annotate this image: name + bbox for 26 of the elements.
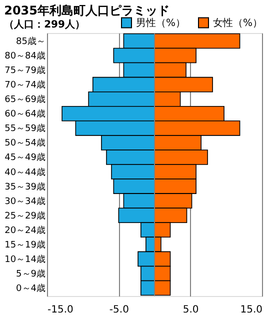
y-tick-label: 30～34歳 [4,196,46,207]
y-tick-label: 50～54歳 [4,138,46,149]
y-tick-label: 80～84歳 [4,50,46,62]
y-tick-label: 20～24歳 [4,224,46,236]
y-tick-label: 60～64歳 [4,108,46,120]
x-tick-label: -15.0 [48,304,74,316]
y-tick-label: 75～79歳 [4,65,46,76]
y-tick-label: 40～44歳 [4,166,46,178]
x-tick-label: 15.0 [240,304,262,316]
legend-label: 男性（%） [136,16,186,29]
y-tick-label: 70～74歳 [4,80,46,91]
y-tick-label: 55～59歳 [4,123,46,134]
legend-label: 女性（%） [213,16,263,29]
y-tick-label: 15～19歳 [4,239,46,250]
y-tick-label: 65～69歳 [4,94,46,106]
y-tick-label: 10～14歳 [4,254,46,265]
y-tick-label: 5～9歳 [16,268,46,280]
x-tick-label: -5.0 [109,304,129,316]
y-tick-label: 45～49歳 [4,152,46,164]
y-tick-label: 25～29歳 [4,210,46,222]
chart-title: 2035年利島町人口ピラミッド [4,4,170,18]
x-tick-label: 5.0 [182,304,199,316]
y-tick-label: 35～39歳 [4,181,46,192]
y-tick-label: 0～4歳 [16,283,46,294]
chart-subtitle: （人口：299人） [4,18,85,30]
y-tick-label: 85歳～ [16,36,46,47]
